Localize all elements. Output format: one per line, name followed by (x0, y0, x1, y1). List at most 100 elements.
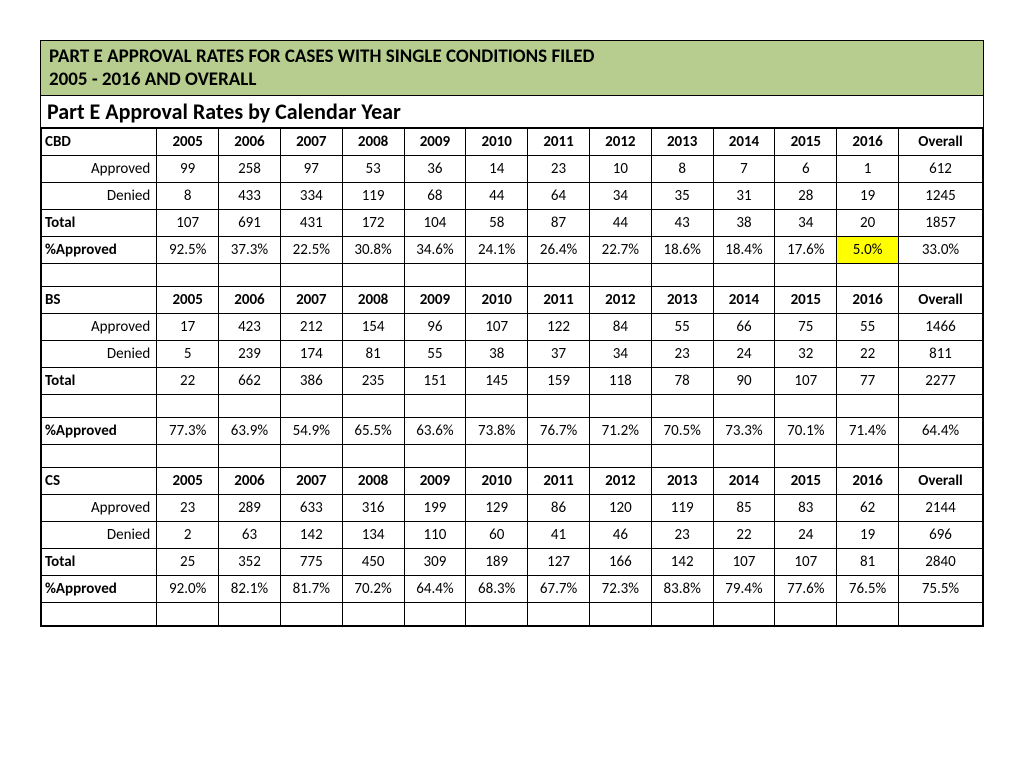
section-header-cbd: CBD2005200620072008200920102011201220132… (42, 129, 983, 156)
spacer-cell (775, 445, 837, 468)
cell: 83.8% (651, 576, 713, 603)
section-name: BS (42, 287, 157, 314)
spacer-cell (157, 395, 219, 418)
spacer-cell (42, 445, 157, 468)
cell: 81.7% (280, 576, 342, 603)
spacer-cell (589, 264, 651, 287)
row-total-bs: Total22662386235151145159118789010777227… (42, 368, 983, 395)
year-header: 2008 (342, 287, 404, 314)
cell: 23 (157, 495, 219, 522)
spacer-cell (837, 445, 899, 468)
row-label: %Approved (42, 576, 157, 603)
year-header: 2015 (775, 129, 837, 156)
cell: 71.2% (589, 418, 651, 445)
year-header: 2016 (837, 287, 899, 314)
cell: 119 (651, 495, 713, 522)
year-header: 2006 (219, 287, 281, 314)
year-header: 2011 (528, 468, 590, 495)
cell: 41 (528, 522, 590, 549)
year-header: 2006 (219, 468, 281, 495)
year-header: 2013 (651, 287, 713, 314)
cell: 68.3% (466, 576, 528, 603)
row-label: Total (42, 368, 157, 395)
section-name: CBD (42, 129, 157, 156)
spacer-cell (651, 603, 713, 626)
cell: 79.4% (713, 576, 775, 603)
row-total-cbd: Total107691431172104588744433834201857 (42, 210, 983, 237)
cell: 129 (466, 495, 528, 522)
row-denied-cbd: Denied843333411968446434353128191245 (42, 183, 983, 210)
spacer-cell (651, 445, 713, 468)
cell: 55 (837, 314, 899, 341)
cell: 450 (342, 549, 404, 576)
cell: 5 (157, 341, 219, 368)
cell: 107 (157, 210, 219, 237)
cell: 92.0% (157, 576, 219, 603)
cell: 82.1% (219, 576, 281, 603)
year-header: 2009 (404, 129, 466, 156)
cell: 53 (342, 156, 404, 183)
spacer-cell (219, 445, 281, 468)
row-label: Approved (42, 156, 157, 183)
row-label: Approved (42, 495, 157, 522)
cell: 8 (157, 183, 219, 210)
year-header: Overall (899, 287, 983, 314)
spacer-cell (157, 603, 219, 626)
cell: 63.9% (219, 418, 281, 445)
cell: 73.3% (713, 418, 775, 445)
cell: 107 (466, 314, 528, 341)
cell: 8 (651, 156, 713, 183)
cell: 127 (528, 549, 590, 576)
cell: 120 (589, 495, 651, 522)
year-header: 2013 (651, 129, 713, 156)
spacer-cell (528, 603, 590, 626)
cell: 63 (219, 522, 281, 549)
cell: 24 (775, 522, 837, 549)
cell: 34 (589, 183, 651, 210)
year-header: 2011 (528, 129, 590, 156)
cell: 22.5% (280, 237, 342, 264)
spacer-cell (713, 395, 775, 418)
cell: 81 (342, 341, 404, 368)
row-pct-cs: %Approved92.0%82.1%81.7%70.2%64.4%68.3%6… (42, 576, 983, 603)
spacer-cell (837, 603, 899, 626)
cell: 145 (466, 368, 528, 395)
cell: 19 (837, 183, 899, 210)
cell: 28 (775, 183, 837, 210)
cell: 386 (280, 368, 342, 395)
year-header: 2014 (713, 468, 775, 495)
cell: 154 (342, 314, 404, 341)
cell: 99 (157, 156, 219, 183)
cell: 46 (589, 522, 651, 549)
spacer-cell (899, 445, 983, 468)
row-label: %Approved (42, 418, 157, 445)
row-approved-cs: Approved23289633316199129861201198583622… (42, 495, 983, 522)
cell: 309 (404, 549, 466, 576)
year-header: 2008 (342, 129, 404, 156)
table-container: PART E APPROVAL RATES FOR CASES WITH SIN… (40, 40, 984, 627)
cell: 22 (837, 341, 899, 368)
spacer-cell (466, 264, 528, 287)
cell: 22 (713, 522, 775, 549)
cell: 691 (219, 210, 281, 237)
row-denied-cs: Denied26314213411060414623222419696 (42, 522, 983, 549)
cell: 110 (404, 522, 466, 549)
cell: 17 (157, 314, 219, 341)
cell: 2 (157, 522, 219, 549)
cell: 66 (713, 314, 775, 341)
spacer-cell (713, 264, 775, 287)
cell: 19 (837, 522, 899, 549)
year-header: 2015 (775, 468, 837, 495)
spacer-cell (899, 395, 983, 418)
section-header-cs: CS20052006200720082009201020112012201320… (42, 468, 983, 495)
spacer-cell (775, 395, 837, 418)
year-header: 2009 (404, 468, 466, 495)
cell: 36 (404, 156, 466, 183)
year-header: 2012 (589, 468, 651, 495)
spacer-cell (157, 445, 219, 468)
spacer-cell (466, 395, 528, 418)
cell: 431 (280, 210, 342, 237)
cell: 58 (466, 210, 528, 237)
cell: 44 (589, 210, 651, 237)
row-denied-bs: Denied5239174815538373423243222811 (42, 341, 983, 368)
